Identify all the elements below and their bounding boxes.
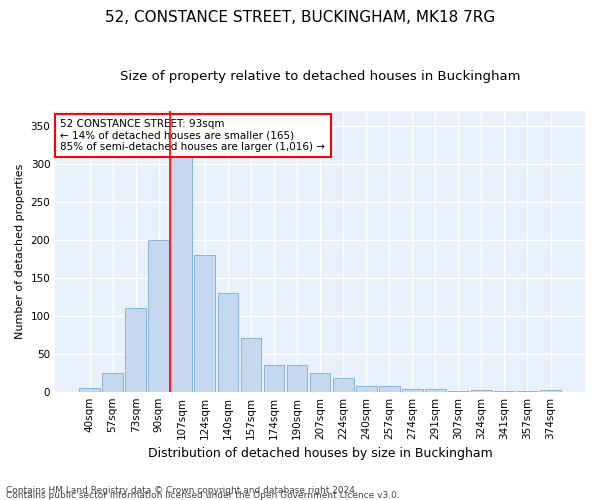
Bar <box>517 391 538 392</box>
Bar <box>241 338 262 392</box>
Bar <box>79 388 100 392</box>
Bar <box>218 293 238 392</box>
Text: 52, CONSTANCE STREET, BUCKINGHAM, MK18 7RG: 52, CONSTANCE STREET, BUCKINGHAM, MK18 7… <box>105 10 495 25</box>
Bar <box>263 365 284 392</box>
Title: Size of property relative to detached houses in Buckingham: Size of property relative to detached ho… <box>120 70 520 83</box>
Bar <box>540 390 561 392</box>
Bar <box>379 386 400 392</box>
Bar <box>425 388 446 392</box>
Text: Contains HM Land Registry data © Crown copyright and database right 2024.: Contains HM Land Registry data © Crown c… <box>6 486 358 495</box>
Bar <box>356 386 377 392</box>
Text: Contains public sector information licensed under the Open Government Licence v3: Contains public sector information licen… <box>6 491 400 500</box>
Bar <box>333 378 353 392</box>
Bar <box>287 365 307 392</box>
Bar <box>310 372 331 392</box>
Bar <box>448 391 469 392</box>
Bar <box>172 141 192 392</box>
Bar <box>494 391 515 392</box>
Bar <box>402 388 422 392</box>
Bar <box>102 372 123 392</box>
Bar <box>471 390 492 392</box>
Bar <box>148 240 169 392</box>
Y-axis label: Number of detached properties: Number of detached properties <box>15 164 25 339</box>
Bar <box>125 308 146 392</box>
Bar <box>194 255 215 392</box>
X-axis label: Distribution of detached houses by size in Buckingham: Distribution of detached houses by size … <box>148 447 493 460</box>
Text: 52 CONSTANCE STREET: 93sqm
← 14% of detached houses are smaller (165)
85% of sem: 52 CONSTANCE STREET: 93sqm ← 14% of deta… <box>61 119 325 152</box>
